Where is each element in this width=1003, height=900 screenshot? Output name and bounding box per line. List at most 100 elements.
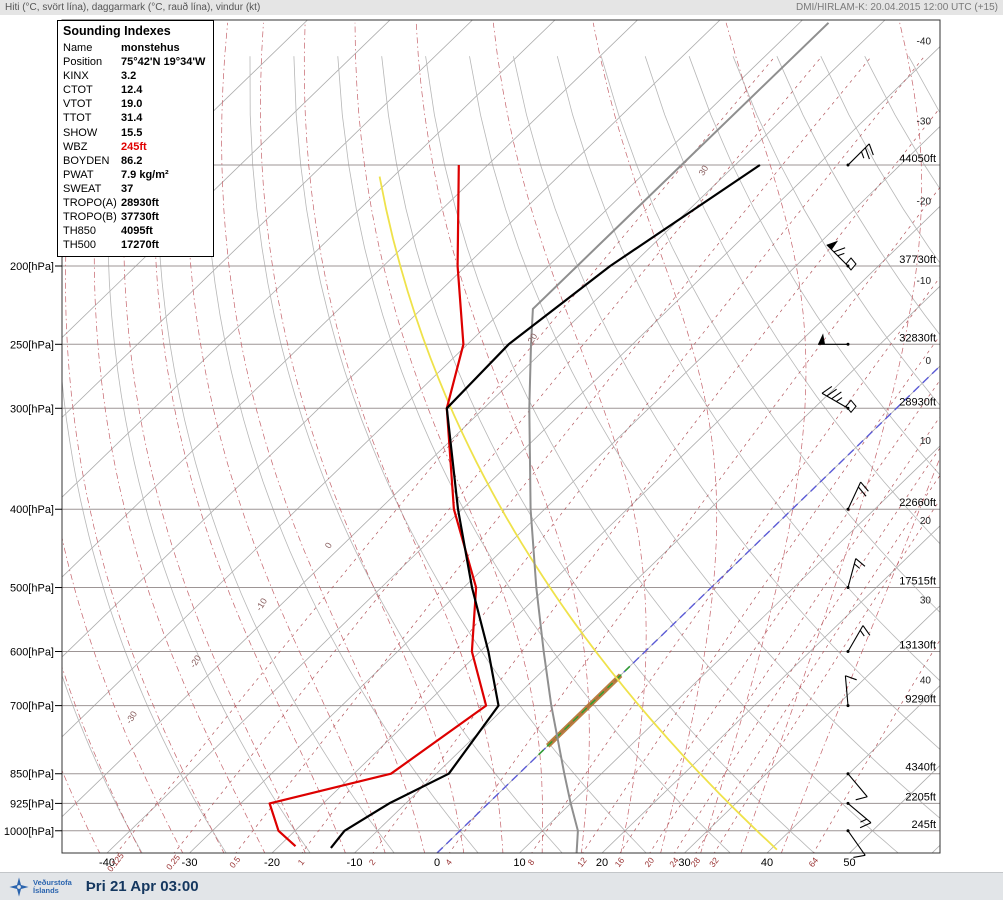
index-row: BOYDEN 86.2 (63, 154, 209, 168)
pressure-axis-label: 400[hPa] (10, 504, 54, 516)
index-row: VTOT 19.0 (63, 97, 209, 111)
plot-frame (55, 19, 941, 854)
index-label: KINX (63, 70, 89, 83)
altitude-label: 37730ft (899, 254, 936, 266)
index-label: VTOT (63, 98, 93, 111)
standard-atmosphere-line (528, 22, 830, 853)
temperature-tick-label: 0 (434, 857, 440, 869)
mixing-ratio-label: 32 (707, 855, 721, 869)
index-label: PWAT (63, 168, 94, 181)
mixing-ratio-label: 0.125 (105, 850, 126, 873)
logo-text-line2: Íslands (33, 885, 59, 895)
header-legend-label: Hiti (°C, svört lína), daggarmark (°C, r… (5, 2, 261, 13)
wind-barb (818, 333, 850, 346)
wind-barb (846, 143, 874, 167)
index-label: CTOT (63, 84, 93, 97)
index-label: TTOT (63, 112, 92, 125)
wind-barb (846, 558, 866, 590)
index-value: 17270ft (121, 239, 159, 252)
isotherm-exit-label: -40 (917, 37, 932, 48)
mixing-ratio-label: 8 (526, 857, 537, 867)
temperature-tick-label: -30 (182, 857, 198, 869)
temperature-tick-label: 40 (761, 857, 773, 869)
pressure-axis-label: 850[hPa] (10, 769, 54, 781)
isotherm-exit-label: -30 (917, 116, 932, 127)
index-value: 37 (121, 182, 134, 195)
index-value: 31.4 (121, 112, 143, 125)
wind-barb (846, 801, 872, 829)
footer-bar: Veðurstofa Íslands Þri 21 Apr 03:00 (0, 872, 1003, 900)
pressure-axis-label: 200[hPa] (10, 261, 54, 273)
index-row: PWAT 7.9 kg/m² (63, 168, 209, 182)
altitude-label: 4340ft (905, 762, 936, 774)
altitude-label: 9290ft (905, 694, 936, 706)
mixing-ratio-label: 1 (296, 857, 307, 867)
index-label: Name (63, 42, 93, 54)
tropopause-diamond-icon (845, 257, 857, 271)
sounding-curves (268, 22, 830, 853)
wind-barbs (818, 143, 874, 858)
pressure-axis-label: 500[hPa] (10, 583, 54, 595)
logo-text-line1: Veðurstofa (33, 877, 72, 887)
freezing-isotherm-line (436, 365, 940, 853)
isotherm-exit-label: -10 (917, 276, 932, 287)
isotherm-exit-label: 30 (920, 596, 932, 607)
vedurstofa-logo: Veðurstofa Íslands (9, 876, 72, 897)
altitude-label: 13130ft (899, 640, 936, 652)
yellow-adiabat-line (378, 176, 778, 851)
index-value: 19.0 (121, 98, 143, 111)
index-row: CTOT 12.4 (63, 83, 209, 97)
temperature-tick-label: -10 (347, 857, 363, 869)
mixing-ratio-label: 64 (806, 855, 820, 869)
index-value: 4095ft (121, 225, 153, 238)
temperature-tick-label: 20 (596, 857, 608, 869)
index-label: SHOW (63, 126, 98, 139)
index-value: 28930ft (121, 197, 159, 210)
isotherm-exit-label: -20 (917, 196, 932, 207)
mixing-ratio-label: 2 (367, 857, 378, 867)
altitude-label: 245ft (912, 819, 936, 831)
index-row: TTOT 31.4 (63, 111, 209, 125)
index-row: SWEAT 37 (63, 182, 209, 196)
index-label: TH500 (63, 239, 97, 252)
index-row: TH850 4095ft (63, 224, 209, 238)
index-row: Name monstehus (63, 41, 209, 55)
index-value: 12.4 (121, 84, 143, 97)
isotherm-exit-label: 40 (920, 676, 932, 687)
altitude-label: 2205ft (905, 791, 936, 803)
index-value: 75°42'N 19°34'W (121, 56, 206, 69)
mixing-ratio-label: 4 (443, 857, 454, 867)
index-value: 7.9 kg/m² (121, 168, 169, 181)
wind-barb (846, 481, 869, 511)
sounding-indexes-panel: Sounding Indexes Name monstehus Position 75… (57, 20, 214, 258)
pressure-axis-label: 600[hPa] (10, 647, 54, 659)
altitude-label: 22660ft (899, 497, 936, 509)
altitude-label: 28930ft (899, 396, 936, 408)
index-value: 37730ft (121, 211, 159, 224)
pressure-axis-label: 700[hPa] (10, 701, 54, 713)
adiabat-inline-label: 20 (526, 332, 540, 346)
wind-barb (846, 625, 871, 654)
pressure-axis-label: 250[hPa] (10, 339, 54, 351)
isotherm-exit-label: 10 (920, 436, 932, 447)
background-grid (62, 20, 940, 853)
adiabat-inline-label: -30 (124, 709, 139, 725)
mixing-ratio-label: 0.5 (227, 854, 242, 870)
wind-barb (826, 240, 850, 268)
mixing-ratio-label: 20 (642, 855, 656, 869)
green-reference-segment (538, 665, 631, 756)
wind-barb (846, 772, 868, 801)
altitude-label: 17515ft (899, 576, 936, 588)
isotherm-exit-label: 20 (920, 516, 932, 527)
index-label: TH850 (63, 225, 97, 238)
altitude-label: 32830ft (899, 332, 936, 344)
logo-star-icon (9, 876, 29, 897)
temperature-tick-label: 30 (678, 857, 690, 869)
wind-barb (821, 385, 850, 410)
index-row: TH500 17270ft (63, 238, 209, 252)
index-label: TROPO(B) (63, 211, 117, 224)
mixing-ratio-label: 16 (613, 855, 627, 869)
index-row: Position 75°42'N 19°34'W (63, 55, 209, 69)
